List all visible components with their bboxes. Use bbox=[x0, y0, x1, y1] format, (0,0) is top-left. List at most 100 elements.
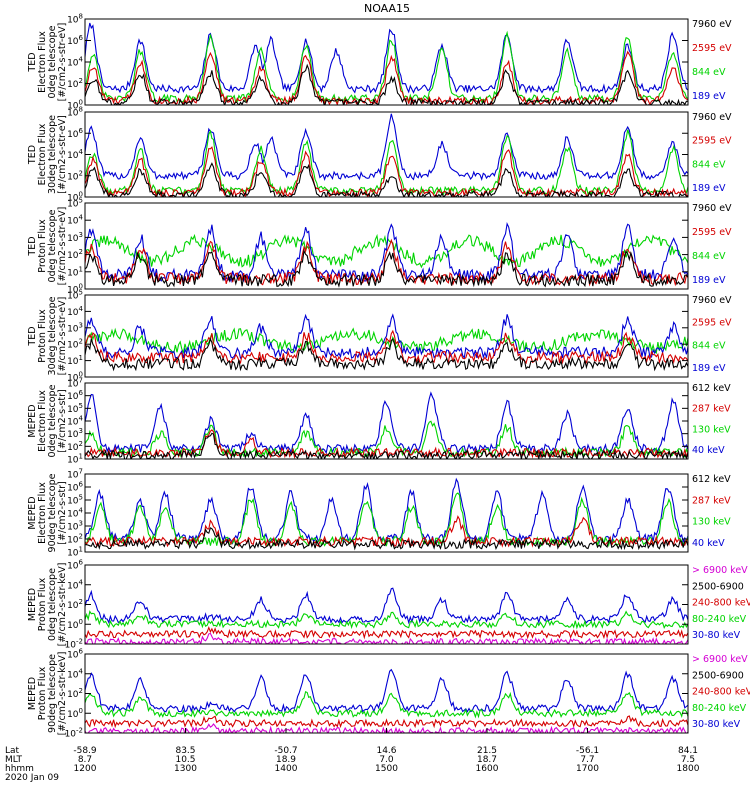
y-tick-exponent: 0 bbox=[79, 283, 83, 291]
panel-traces bbox=[85, 391, 688, 459]
y-tick-exponent: 2 bbox=[79, 533, 83, 541]
y-tick-base: 10 bbox=[67, 16, 79, 26]
legend-label: 2595 eV bbox=[692, 43, 732, 54]
legend-label: 240-800 keV bbox=[692, 687, 750, 698]
y-tick-base: 10 bbox=[67, 380, 79, 390]
x-tick-label: 7.7 bbox=[580, 755, 594, 765]
y-tick-exponent: 6 bbox=[79, 559, 84, 567]
y-tick-exponent: 1 bbox=[79, 546, 83, 554]
legend-label: 2500-6900 bbox=[692, 670, 744, 681]
y-tick-base: 10 bbox=[67, 251, 79, 261]
y-tick-exponent: 3 bbox=[79, 520, 83, 528]
y-axis-label-line: Electron Flux bbox=[37, 123, 48, 185]
series-line bbox=[85, 337, 688, 372]
y-tick-base: 10 bbox=[67, 200, 79, 210]
y-axis-label-line: MEPED bbox=[27, 496, 38, 529]
x-tick-label: -50.7 bbox=[274, 746, 297, 756]
y-axis-label-line: [#/cm2-s-str-eV] bbox=[57, 115, 68, 194]
y-tick-label: 104 bbox=[67, 305, 83, 318]
x-tick-label: 1600 bbox=[476, 764, 499, 774]
series-line bbox=[85, 113, 688, 181]
y-tick-exponent: 0 bbox=[79, 707, 83, 715]
x-tick-label: 8.7 bbox=[78, 755, 92, 765]
y-tick-exponent: 7 bbox=[79, 377, 83, 385]
y-tick-base: 10 bbox=[67, 268, 79, 278]
y-tick-label: 101 bbox=[67, 354, 83, 367]
y-tick-exponent: 2 bbox=[79, 169, 83, 177]
series-line bbox=[85, 587, 688, 625]
y-tick-exponent: 8 bbox=[79, 106, 83, 114]
series-line bbox=[85, 515, 688, 548]
y-tick-label: 105 bbox=[67, 289, 83, 302]
x-tick-label: 18.7 bbox=[477, 755, 497, 765]
y-tick-exponent: 6 bbox=[79, 127, 84, 135]
series-line bbox=[85, 420, 688, 459]
y-tick-base: 10 bbox=[67, 217, 79, 227]
y-axis-label-line: [#/cm2-s-str-keV] bbox=[57, 652, 68, 736]
panel-traces bbox=[85, 221, 688, 288]
panel-frame bbox=[84, 202, 689, 290]
y-axis-label-line: [#/cm2-s-str] bbox=[57, 481, 68, 544]
legend-label: 844 eV bbox=[692, 67, 726, 78]
y-tick-label: 100 bbox=[67, 371, 83, 384]
y-tick-exponent: 6 bbox=[79, 648, 84, 656]
legend-label: 80-240 keV bbox=[692, 703, 747, 714]
y-tick-label: 106 bbox=[67, 34, 83, 47]
y-tick-label: 103 bbox=[67, 427, 83, 440]
legend-label: 612 keV bbox=[692, 383, 731, 394]
y-axis-label-line: TED bbox=[27, 326, 38, 346]
y-tick-base: 10 bbox=[67, 418, 79, 428]
y-tick-label: 106 bbox=[67, 648, 83, 661]
y-tick-label: 102 bbox=[67, 248, 83, 261]
y-tick-label: 108 bbox=[67, 106, 83, 119]
series-line bbox=[85, 691, 688, 719]
y-axis-label-line: 0deg telescope bbox=[47, 25, 58, 98]
legend-label: 2595 eV bbox=[692, 227, 732, 238]
y-tick-exponent: 3 bbox=[79, 321, 83, 329]
y-tick-exponent: 5 bbox=[79, 289, 83, 297]
y-tick-label: 10-2 bbox=[65, 638, 83, 651]
legend-label: 189 eV bbox=[692, 91, 726, 102]
y-tick-base: 10 bbox=[67, 510, 79, 520]
y-tick-base: 10 bbox=[67, 194, 79, 204]
y-tick-base: 10 bbox=[67, 581, 79, 591]
y-tick-label: 105 bbox=[67, 494, 83, 507]
series-line bbox=[85, 429, 688, 459]
y-axis-label-line: [#/cm2-s-str-eV] bbox=[57, 297, 68, 376]
y-tick-base: 10 bbox=[67, 357, 79, 367]
x-tick-label: 18.9 bbox=[276, 755, 296, 765]
y-tick-base: 10 bbox=[67, 292, 79, 302]
x-tick-label: 10.5 bbox=[175, 755, 195, 765]
y-tick-exponent: 0 bbox=[79, 618, 83, 626]
y-axis-label-line: Electron Flux bbox=[37, 390, 48, 452]
y-tick-label: 102 bbox=[67, 77, 83, 90]
y-tick-label: 102 bbox=[67, 533, 83, 546]
y-tick-label: 100 bbox=[67, 283, 83, 296]
y-tick-base: 10 bbox=[67, 549, 79, 559]
legend-label: 287 keV bbox=[692, 404, 731, 415]
y-axis-label-line: TED bbox=[27, 236, 38, 256]
y-tick-base: 10 bbox=[67, 392, 79, 402]
legend-label: 2595 eV bbox=[692, 318, 732, 329]
panel-traces bbox=[85, 477, 688, 551]
y-tick-exponent: 4 bbox=[79, 507, 84, 515]
legend-label: 130 keV bbox=[692, 424, 731, 435]
y-tick-exponent: 2 bbox=[79, 77, 83, 85]
y-tick-label: 104 bbox=[67, 214, 83, 227]
x-tick-label: 1300 bbox=[174, 764, 197, 774]
y-tick-base: 10 bbox=[67, 601, 79, 611]
y-axis-label-line: MEPED bbox=[27, 588, 38, 621]
y-tick-exponent: 8 bbox=[79, 13, 83, 21]
y-axis-label-line: MEPED bbox=[27, 404, 38, 437]
y-tick-base: 10 bbox=[67, 456, 79, 466]
y-tick-label: 107 bbox=[67, 377, 83, 390]
x-tick-label: 1700 bbox=[576, 764, 599, 774]
y-tick-base: 10 bbox=[67, 497, 79, 507]
y-tick-base: 10 bbox=[67, 621, 79, 631]
y-tick-label: 102 bbox=[67, 687, 83, 700]
